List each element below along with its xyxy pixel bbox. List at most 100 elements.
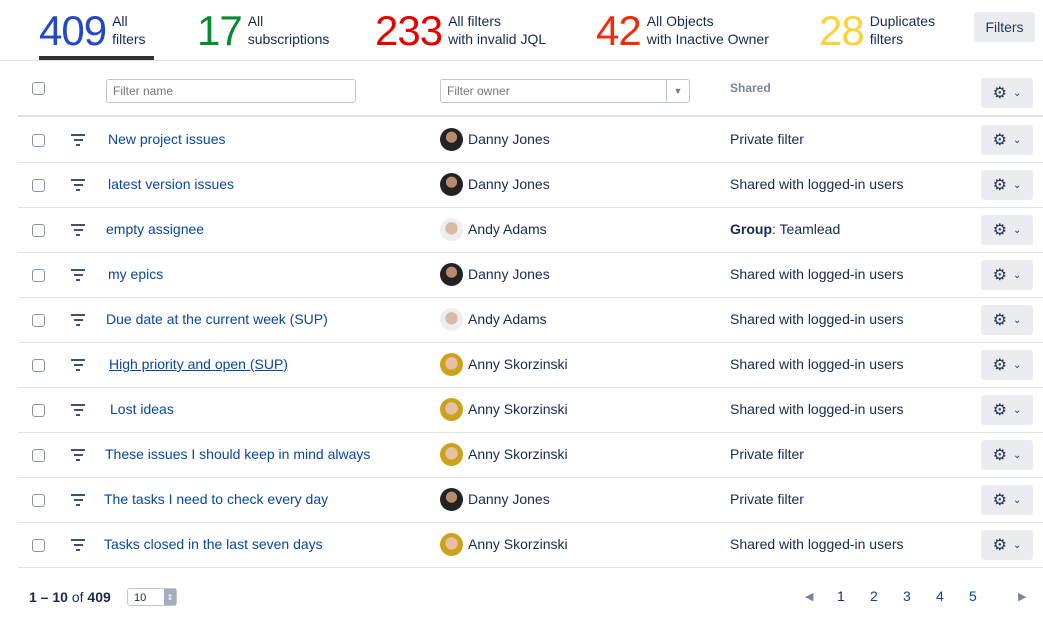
stat-value: 28 (819, 7, 865, 54)
owner-name[interactable]: Andy Adams (468, 221, 547, 237)
row-actions-button[interactable]: ⚙ ⌄ (981, 305, 1033, 335)
owner-name[interactable]: Danny Jones (468, 176, 550, 192)
stat-tab[interactable]: 28 Duplicates filters (819, 8, 935, 54)
row-actions-button[interactable]: ⚙ ⌄ (981, 530, 1033, 560)
avatar (440, 488, 463, 511)
filter-icon (71, 224, 85, 239)
filters-button[interactable]: Filters (974, 12, 1035, 42)
filter-name-input[interactable] (106, 79, 356, 103)
page-link[interactable]: 2 (870, 588, 878, 604)
select-all-checkbox[interactable] (32, 82, 45, 95)
row-checkbox[interactable] (32, 359, 45, 372)
gear-icon: ⚙ (992, 537, 1007, 554)
next-page-icon[interactable]: ▶ (1018, 590, 1027, 603)
page-size-select[interactable]: 10 ⇕ (127, 588, 177, 606)
shared-status: Shared with logged-in users (730, 401, 904, 417)
stat-tab[interactable]: 233 All filters with invalid JQL (375, 8, 546, 54)
filter-name-link[interactable]: Lost ideas (110, 401, 174, 417)
prev-page-icon[interactable]: ◀ (805, 590, 814, 603)
filter-owner-select[interactable]: ▼ (440, 79, 690, 103)
table-row: Due date at the current week (SUP) Andy … (18, 297, 1043, 343)
page-link[interactable]: 4 (936, 588, 944, 604)
row-actions-button[interactable]: ⚙ ⌄ (981, 170, 1033, 200)
chevron-down-icon: ⌄ (1012, 359, 1022, 371)
avatar (440, 218, 463, 241)
avatar (440, 173, 463, 196)
row-checkbox[interactable] (32, 404, 45, 417)
filter-name-link[interactable]: High priority and open (SUP) (109, 356, 288, 372)
stat-value: 17 (197, 7, 243, 54)
owner-name[interactable]: Anny Skorzinski (468, 401, 568, 417)
stat-label: All filters (112, 13, 146, 47)
owner-name[interactable]: Danny Jones (468, 491, 550, 507)
table-row: empty assignee Andy Adams Group: Teamlea… (18, 207, 1043, 253)
filter-name-link[interactable]: Due date at the current week (SUP) (106, 311, 328, 327)
row-actions-button[interactable]: ⚙ ⌄ (981, 440, 1033, 470)
gear-icon: ⚙ (992, 222, 1007, 239)
avatar (440, 263, 463, 286)
row-actions-button[interactable]: ⚙ ⌄ (981, 395, 1033, 425)
page-link[interactable]: 3 (903, 588, 911, 604)
owner-name[interactable]: Anny Skorzinski (468, 356, 568, 372)
gear-icon: ⚙ (992, 402, 1007, 419)
chevron-down-icon: ⌄ (1012, 494, 1022, 506)
stat-value: 42 (596, 7, 642, 54)
row-checkbox[interactable] (32, 134, 45, 147)
chevron-down-icon: ⌄ (1012, 269, 1022, 281)
row-actions-button[interactable]: ⚙ ⌄ (981, 350, 1033, 380)
filter-owner-input[interactable] (440, 79, 690, 103)
owner-name[interactable]: Anny Skorzinski (468, 536, 568, 552)
shared-column-header: Shared (730, 81, 771, 95)
filter-icon (71, 494, 85, 509)
shared-status: Group: Teamlead (730, 221, 841, 237)
shared-status: Private filter (730, 131, 804, 147)
page-link[interactable]: 1 (837, 588, 845, 604)
gear-icon: ⚙ (992, 85, 1007, 102)
column-settings-button[interactable]: ⚙ ⌄ (981, 78, 1033, 108)
pagination: ◀ 1 2 3 4 5 ▶ (805, 588, 1026, 604)
page-size-value: 10 (134, 592, 147, 604)
table-row: latest version issues Danny Jones Shared… (18, 162, 1043, 208)
row-checkbox[interactable] (32, 494, 45, 507)
row-actions-button[interactable]: ⚙ ⌄ (981, 125, 1033, 155)
row-actions-button[interactable]: ⚙ ⌄ (981, 485, 1033, 515)
row-checkbox[interactable] (32, 224, 45, 237)
shared-status: Shared with logged-in users (730, 356, 904, 372)
filter-name-link[interactable]: my epics (108, 266, 164, 282)
row-checkbox[interactable] (32, 179, 45, 192)
dropdown-arrow-icon[interactable]: ▼ (666, 80, 689, 102)
stat-tab[interactable]: 42 All Objects with Inactive Owner (596, 8, 769, 54)
row-actions-button[interactable]: ⚙ ⌄ (981, 215, 1033, 245)
filter-name-link[interactable]: latest version issues (108, 176, 235, 192)
stat-label: All subscriptions (247, 13, 330, 47)
active-tab-indicator (39, 56, 154, 60)
row-actions-button[interactable]: ⚙ ⌄ (981, 260, 1033, 290)
shared-status: Private filter (730, 446, 804, 462)
stat-tab[interactable]: 409 All filters (39, 8, 146, 54)
filter-icon (71, 179, 85, 194)
row-checkbox[interactable] (32, 269, 45, 282)
stat-tab[interactable]: 17 All subscriptions (197, 8, 329, 54)
chevron-down-icon: ⌄ (1012, 539, 1022, 551)
filter-name-link[interactable]: The tasks I need to check every day (104, 491, 329, 507)
chevron-down-icon: ⌄ (1012, 179, 1022, 191)
avatar (440, 128, 463, 151)
row-checkbox[interactable] (32, 449, 45, 462)
owner-name[interactable]: Danny Jones (468, 131, 550, 147)
gear-icon: ⚙ (992, 357, 1007, 374)
owner-name[interactable]: Danny Jones (468, 266, 550, 282)
chevron-down-icon: ⌄ (1012, 404, 1022, 416)
of-text: of (71, 589, 84, 605)
page-link[interactable]: 5 (969, 588, 977, 604)
owner-name[interactable]: Anny Skorzinski (468, 446, 568, 462)
filter-name-link[interactable]: empty assignee (106, 221, 205, 237)
owner-name[interactable]: Andy Adams (468, 311, 547, 327)
shared-status: Private filter (730, 491, 804, 507)
row-checkbox[interactable] (32, 539, 45, 552)
filter-name-link[interactable]: New project issues (108, 131, 226, 147)
filter-name-link[interactable]: These issues I should keep in mind alway… (105, 446, 371, 462)
row-checkbox[interactable] (32, 314, 45, 327)
stat-label: All filters with invalid JQL (448, 13, 547, 47)
filter-name-link[interactable]: Tasks closed in the last seven days (104, 536, 323, 552)
filter-icon (71, 449, 85, 464)
